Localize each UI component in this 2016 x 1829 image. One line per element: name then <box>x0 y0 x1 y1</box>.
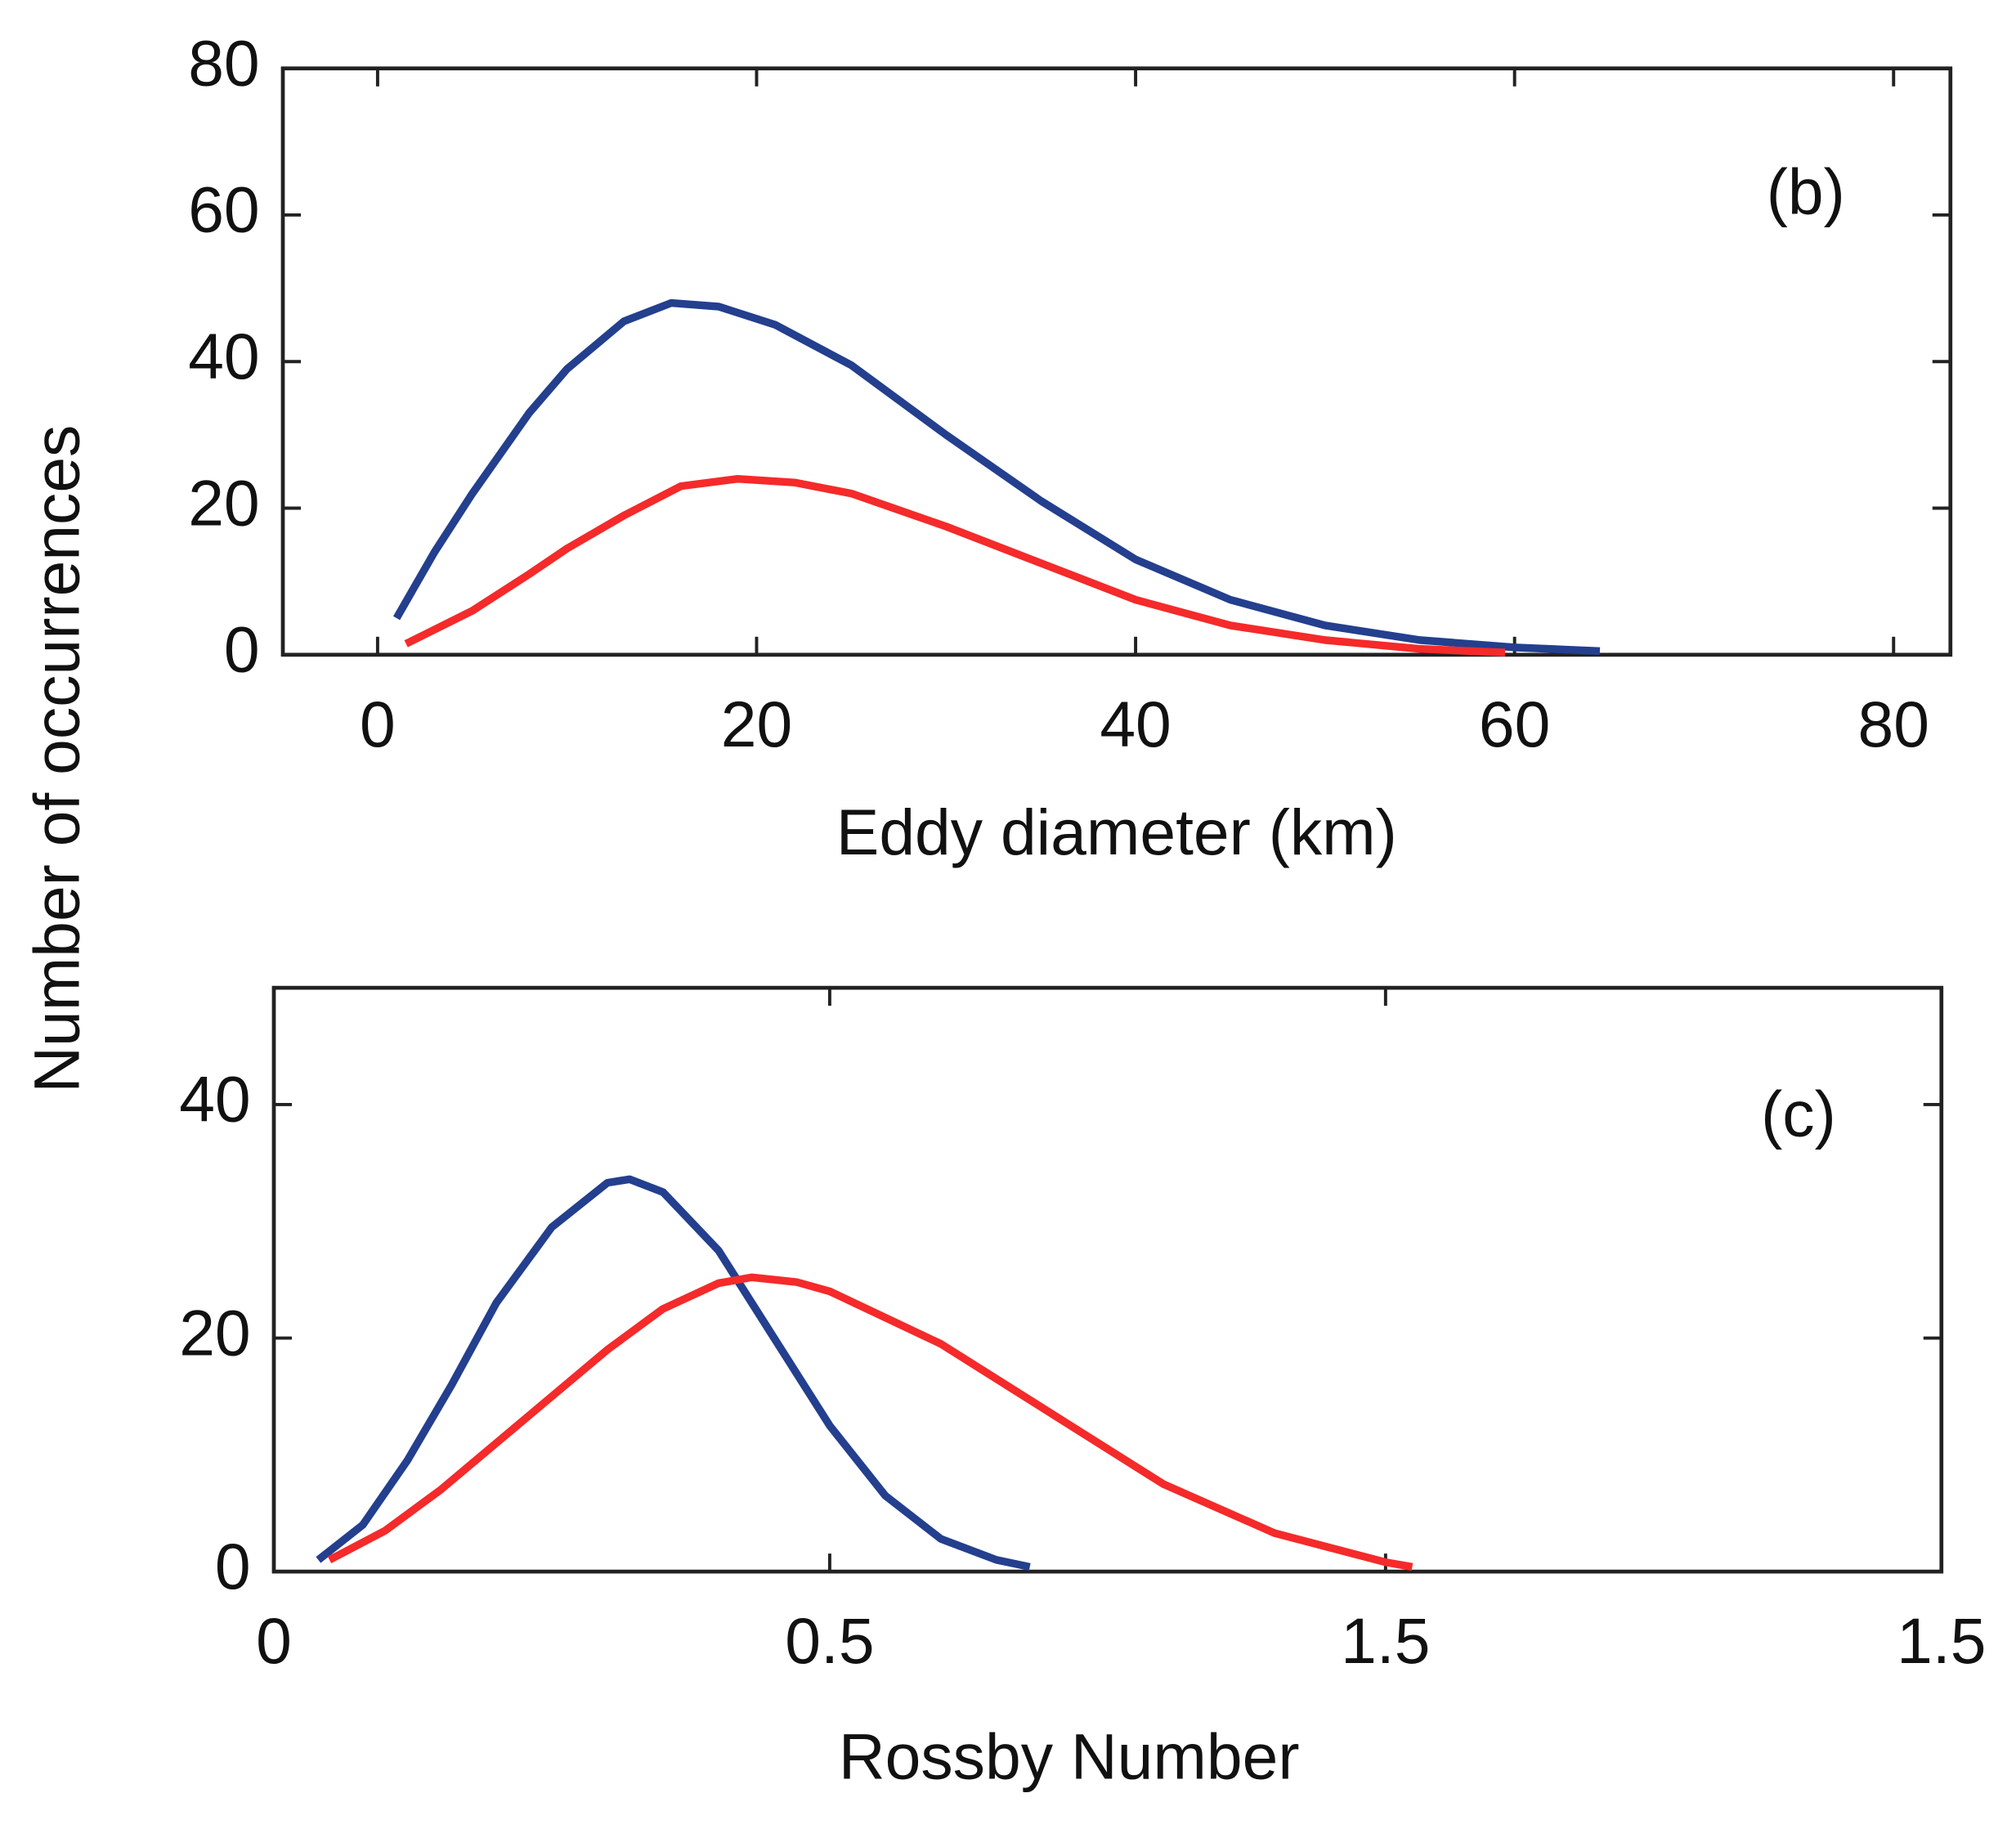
y-tick-label: 40 <box>188 321 259 392</box>
x-tick-label: 80 <box>1858 688 1929 760</box>
x-tick-label: 0.5 <box>785 1605 874 1677</box>
y-tick-label: 0 <box>224 614 260 686</box>
y-axis-label: Number of occurrences <box>20 425 92 1093</box>
line-series <box>404 474 1506 657</box>
x-tick-label: 0 <box>360 688 396 760</box>
x-axis-label: Rossby Number <box>839 1721 1300 1793</box>
line-series <box>392 298 1601 656</box>
panel-label: (b) <box>1767 156 1845 228</box>
x-tick-label: 20 <box>721 688 792 760</box>
y-tick-label: 60 <box>188 174 259 246</box>
line-series <box>316 1175 1031 1571</box>
x-tick-label: 60 <box>1479 688 1550 760</box>
x-tick-label: 0 <box>256 1605 292 1677</box>
y-tick-label: 0 <box>215 1531 251 1603</box>
plot-frame <box>280 66 1953 657</box>
y-tick-label: 80 <box>188 27 259 99</box>
y-tick-label: 20 <box>188 467 259 539</box>
plot-frame <box>271 985 1944 1574</box>
y-tick-label: 40 <box>179 1064 250 1136</box>
x-axis-label: Eddy diameter (km) <box>836 796 1397 868</box>
line-series <box>327 1273 1413 1571</box>
x-tick-label: 40 <box>1100 688 1171 760</box>
panel-label: (c) <box>1761 1078 1836 1150</box>
x-tick-label: 1.5 <box>1897 1605 1986 1677</box>
y-tick-label: 20 <box>179 1297 250 1369</box>
x-tick-label: 1.5 <box>1341 1605 1430 1677</box>
